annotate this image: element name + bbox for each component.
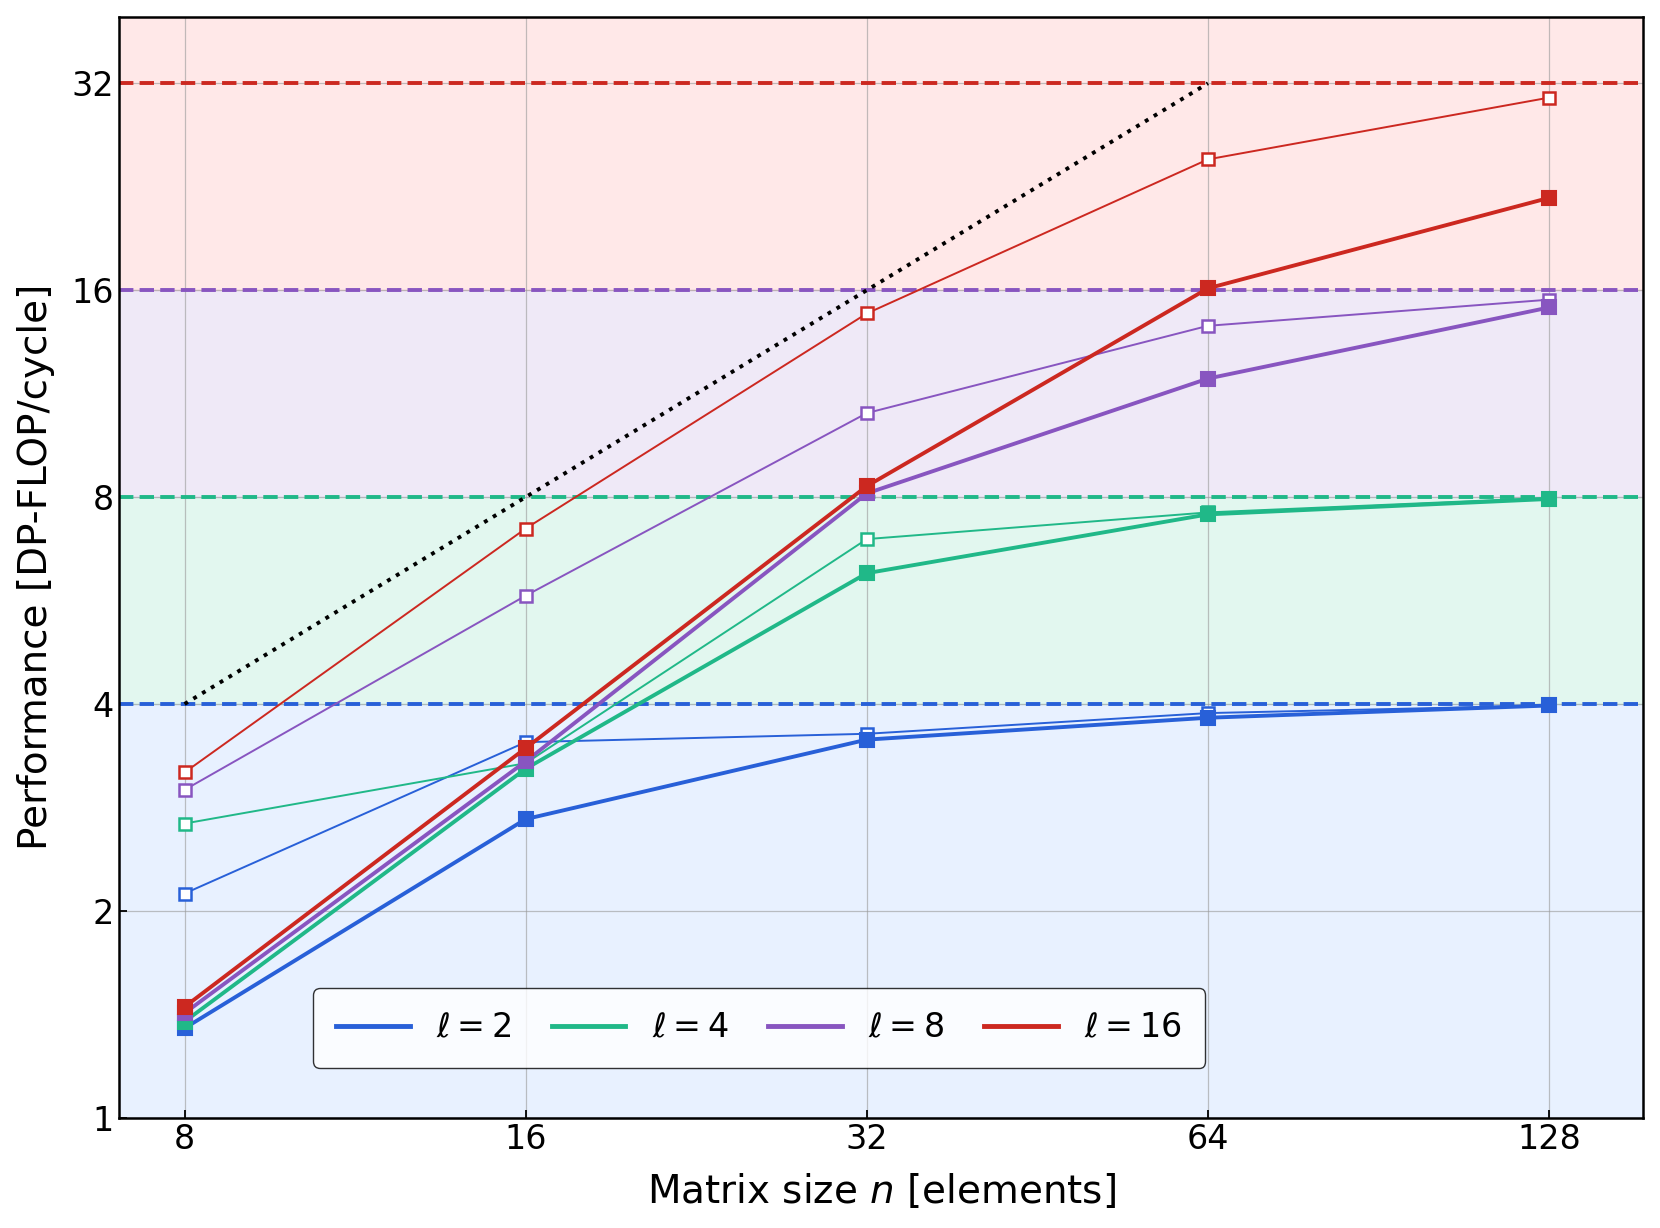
Bar [120,497,1643,704]
Legend: $\ell = 2$, $\ell = 4$, $\ell = 8$, $\ell = 16$: $\ell = 2$, $\ell = 4$, $\ell = 8$, $\el… [314,989,1205,1068]
Bar [120,704,1643,1117]
Y-axis label: Performance [DP-FLOP/cycle]: Performance [DP-FLOP/cycle] [17,284,55,851]
Bar [120,290,1643,497]
Bar [120,17,1643,290]
X-axis label: Matrix size $n$ [elements]: Matrix size $n$ [elements] [646,1173,1116,1211]
